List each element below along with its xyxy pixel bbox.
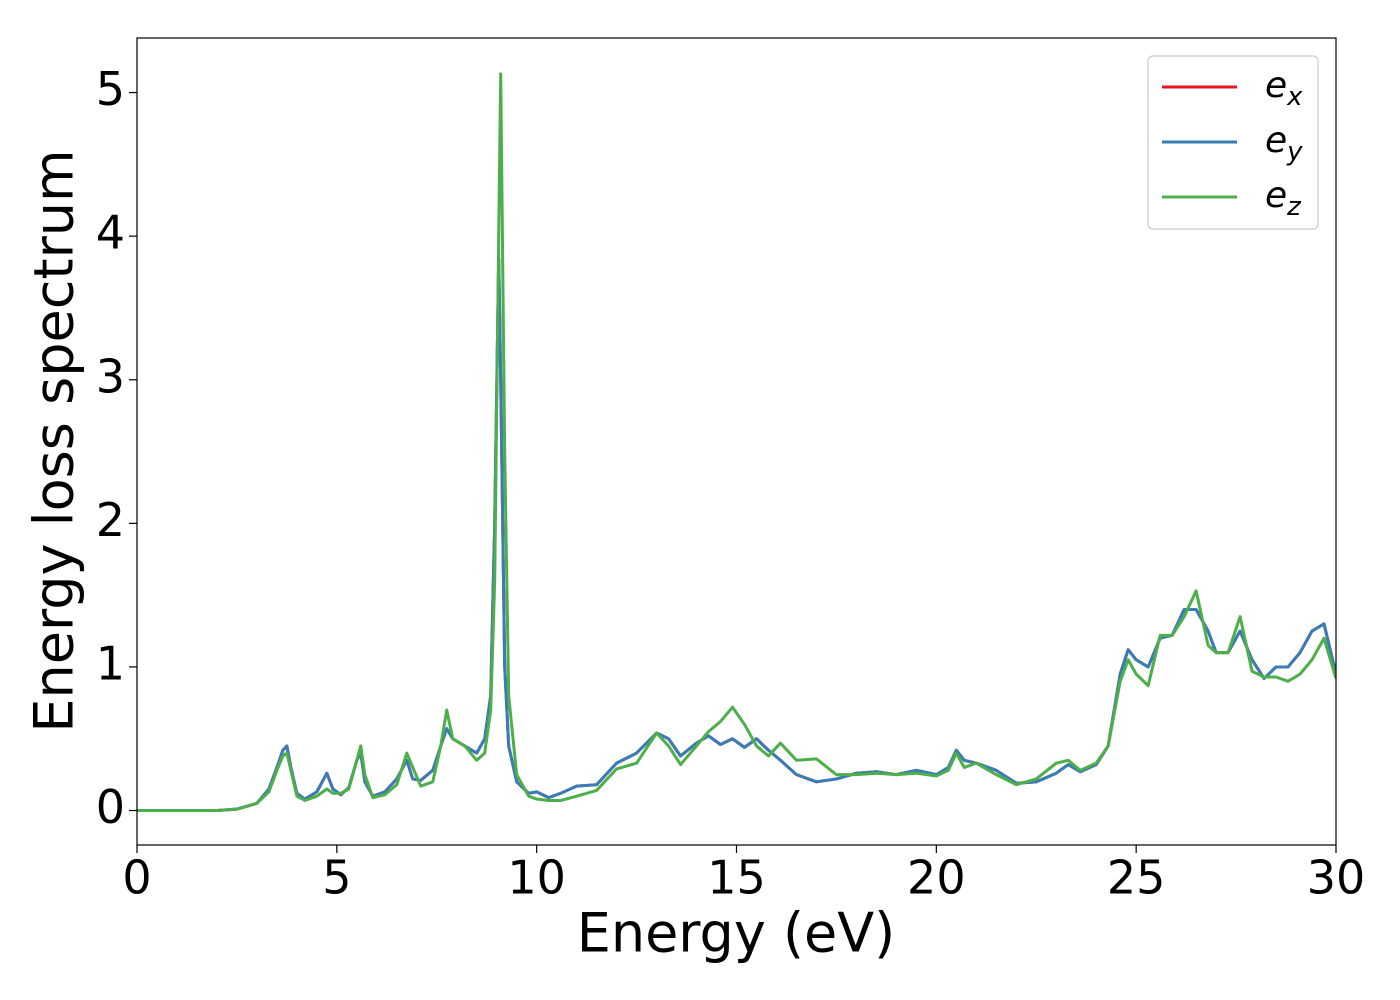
x-tick-label: 20: [907, 851, 966, 905]
x-tick-label: 5: [322, 851, 351, 905]
x-tick-label: 10: [507, 851, 566, 905]
legend-label: ey: [1265, 120, 1303, 167]
series-line: [137, 256, 1336, 813]
y-tick-label: 2: [96, 493, 125, 547]
x-tick-label: 0: [122, 851, 151, 905]
y-tick-label: 3: [96, 349, 125, 403]
series-line: [137, 256, 1336, 813]
y-tick-label: 1: [96, 636, 125, 690]
legend-label: ez: [1265, 175, 1302, 222]
series-line: [137, 72, 1336, 813]
y-tick-label: 0: [96, 780, 125, 834]
y-axis-label: Energy loss spectrum: [23, 149, 86, 732]
y-tick-label: 5: [96, 62, 125, 116]
x-tick-label: 15: [707, 851, 766, 905]
plot-frame: [136, 37, 1337, 846]
x-axis-label: Energy (eV): [577, 902, 896, 965]
x-tick-label: 30: [1307, 851, 1366, 905]
x-tick-label: 25: [1107, 851, 1166, 905]
y-tick-label: 4: [96, 206, 125, 260]
legend-label: ex: [1265, 65, 1303, 112]
